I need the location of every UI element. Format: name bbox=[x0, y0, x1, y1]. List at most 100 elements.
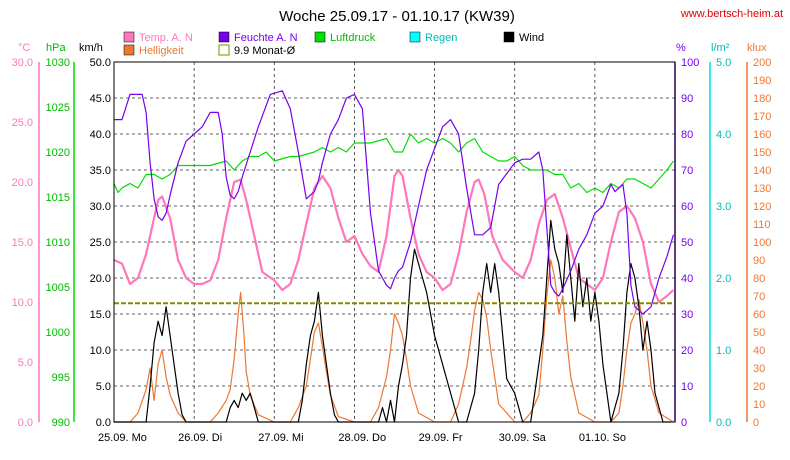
temp-tick-label: 15.0 bbox=[12, 237, 33, 249]
light-tick-label: 170 bbox=[753, 111, 771, 123]
press-tick-label: 990 bbox=[52, 417, 70, 429]
wind-tick-label: 10.0 bbox=[90, 345, 111, 357]
press-tick-label: 995 bbox=[52, 372, 70, 384]
hum-tick-label: 10 bbox=[681, 381, 693, 393]
series-line-wind bbox=[114, 219, 671, 423]
temp-tick-label: 0.0 bbox=[18, 417, 33, 429]
light-tick-label: 140 bbox=[753, 165, 771, 177]
press-tick-label: 1010 bbox=[46, 237, 70, 249]
series-line-press bbox=[113, 133, 674, 194]
series-line-light bbox=[114, 259, 674, 423]
hum-tick-label: 40 bbox=[681, 273, 693, 285]
grid bbox=[114, 62, 675, 422]
series-line-hum bbox=[114, 90, 674, 315]
light-tick-label: 70 bbox=[753, 291, 765, 303]
temp-tick-label: 20.0 bbox=[12, 177, 33, 189]
light-tick-label: 20 bbox=[753, 381, 765, 393]
light-tick-label: 60 bbox=[753, 309, 765, 321]
legend-swatch-temp bbox=[123, 31, 135, 43]
wind-tick-label: 40.0 bbox=[90, 129, 111, 141]
legend-label-wind: Wind bbox=[519, 32, 544, 44]
hum-tick-label: 20 bbox=[681, 345, 693, 357]
hum-tick-label: 30 bbox=[681, 309, 693, 321]
rain-tick-label: 4.0 bbox=[716, 129, 731, 141]
temp-tick-label: 30.0 bbox=[12, 57, 33, 69]
legend-swatch-rain bbox=[409, 31, 421, 43]
hum-tick-label: 50 bbox=[681, 237, 693, 249]
legend-label-rain: Regen bbox=[425, 32, 457, 44]
hum-tick-label: 80 bbox=[681, 129, 693, 141]
x-tick-label: 01.10. So bbox=[579, 432, 626, 444]
hum-tick-label: 0 bbox=[681, 417, 687, 429]
legend: Temp. A. N Helligkeit Feuchte A. N 9.9 M… bbox=[123, 31, 544, 57]
light-tick-label: 10 bbox=[753, 399, 765, 411]
axis-ticks: 0.05.010.015.020.025.030.099099510001005… bbox=[12, 57, 772, 444]
x-tick-label: 25.09. Mo bbox=[98, 432, 147, 444]
light-unit-label: klux bbox=[747, 42, 767, 54]
legend-swatch-light bbox=[123, 44, 135, 56]
light-tick-label: 0 bbox=[753, 417, 759, 429]
light-tick-label: 50 bbox=[753, 327, 765, 339]
legend-label-light: Helligkeit bbox=[139, 45, 184, 57]
press-tick-label: 1015 bbox=[46, 192, 70, 204]
wind-tick-label: 45.0 bbox=[90, 93, 111, 105]
wind-tick-label: 5.0 bbox=[96, 381, 111, 393]
light-tick-label: 200 bbox=[753, 57, 771, 69]
rain-tick-label: 5.0 bbox=[716, 57, 731, 69]
light-tick-label: 120 bbox=[753, 201, 771, 213]
legend-label-press: Luftdruck bbox=[330, 32, 376, 44]
temp-tick-label: 5.0 bbox=[18, 357, 33, 369]
light-tick-label: 80 bbox=[753, 273, 765, 285]
legend-label-avg: 9.9 Monat-Ø bbox=[234, 45, 296, 57]
legend-label-hum: Feuchte A. N bbox=[234, 32, 298, 44]
wind-tick-label: 25.0 bbox=[90, 237, 111, 249]
hum-unit-label: % bbox=[676, 42, 686, 54]
x-tick-label: 28.09. Do bbox=[338, 432, 386, 444]
light-tick-label: 110 bbox=[753, 219, 771, 231]
light-tick-label: 180 bbox=[753, 93, 771, 105]
x-tick-label: 29.09. Fr bbox=[419, 432, 463, 444]
temp-tick-label: 25.0 bbox=[12, 117, 33, 129]
wind-tick-label: 30.0 bbox=[90, 201, 111, 213]
series-line-temp bbox=[113, 168, 675, 304]
temp-unit-label: °C bbox=[18, 42, 30, 54]
wind-tick-label: 15.0 bbox=[90, 309, 111, 321]
x-tick-label: 30.09. Sa bbox=[499, 432, 547, 444]
press-unit-label: hPa bbox=[46, 42, 66, 54]
light-tick-label: 90 bbox=[753, 255, 765, 267]
light-tick-label: 130 bbox=[753, 183, 771, 195]
press-tick-label: 1030 bbox=[46, 57, 70, 69]
wind-tick-label: 0.0 bbox=[96, 417, 111, 429]
hum-tick-label: 90 bbox=[681, 93, 693, 105]
series-layer bbox=[113, 90, 675, 423]
press-tick-label: 1020 bbox=[46, 147, 70, 159]
press-tick-label: 1025 bbox=[46, 102, 70, 114]
light-tick-label: 100 bbox=[753, 237, 771, 249]
light-tick-label: 30 bbox=[753, 363, 765, 375]
wind-tick-label: 50.0 bbox=[90, 57, 111, 69]
x-tick-label: 27.09. Mi bbox=[258, 432, 303, 444]
wind-tick-label: 20.0 bbox=[90, 273, 111, 285]
x-tick-label: 26.09. Di bbox=[178, 432, 222, 444]
plot-area-frame bbox=[113, 61, 676, 423]
legend-swatch-wind bbox=[503, 31, 515, 43]
legend-swatch-avg bbox=[218, 44, 230, 56]
website-link[interactable]: www.bertsch-heim.at bbox=[680, 8, 783, 20]
press-tick-label: 1000 bbox=[46, 327, 70, 339]
rain-tick-label: 1.0 bbox=[716, 345, 731, 357]
rain-unit-label: l/m² bbox=[711, 42, 730, 54]
wind-unit-label: km/h bbox=[79, 42, 103, 54]
rain-tick-label: 0.0 bbox=[716, 417, 731, 429]
rain-tick-label: 3.0 bbox=[716, 201, 731, 213]
hum-tick-label: 100 bbox=[681, 57, 699, 69]
chart-title: Woche 25.09.17 - 01.10.17 (KW39) bbox=[279, 8, 515, 25]
legend-swatch-press bbox=[314, 31, 326, 43]
wind-tick-label: 35.0 bbox=[90, 165, 111, 177]
temp-tick-label: 10.0 bbox=[12, 297, 33, 309]
hum-tick-label: 70 bbox=[681, 165, 693, 177]
light-tick-label: 40 bbox=[753, 345, 765, 357]
light-tick-label: 160 bbox=[753, 129, 771, 141]
hum-tick-label: 60 bbox=[681, 201, 693, 213]
